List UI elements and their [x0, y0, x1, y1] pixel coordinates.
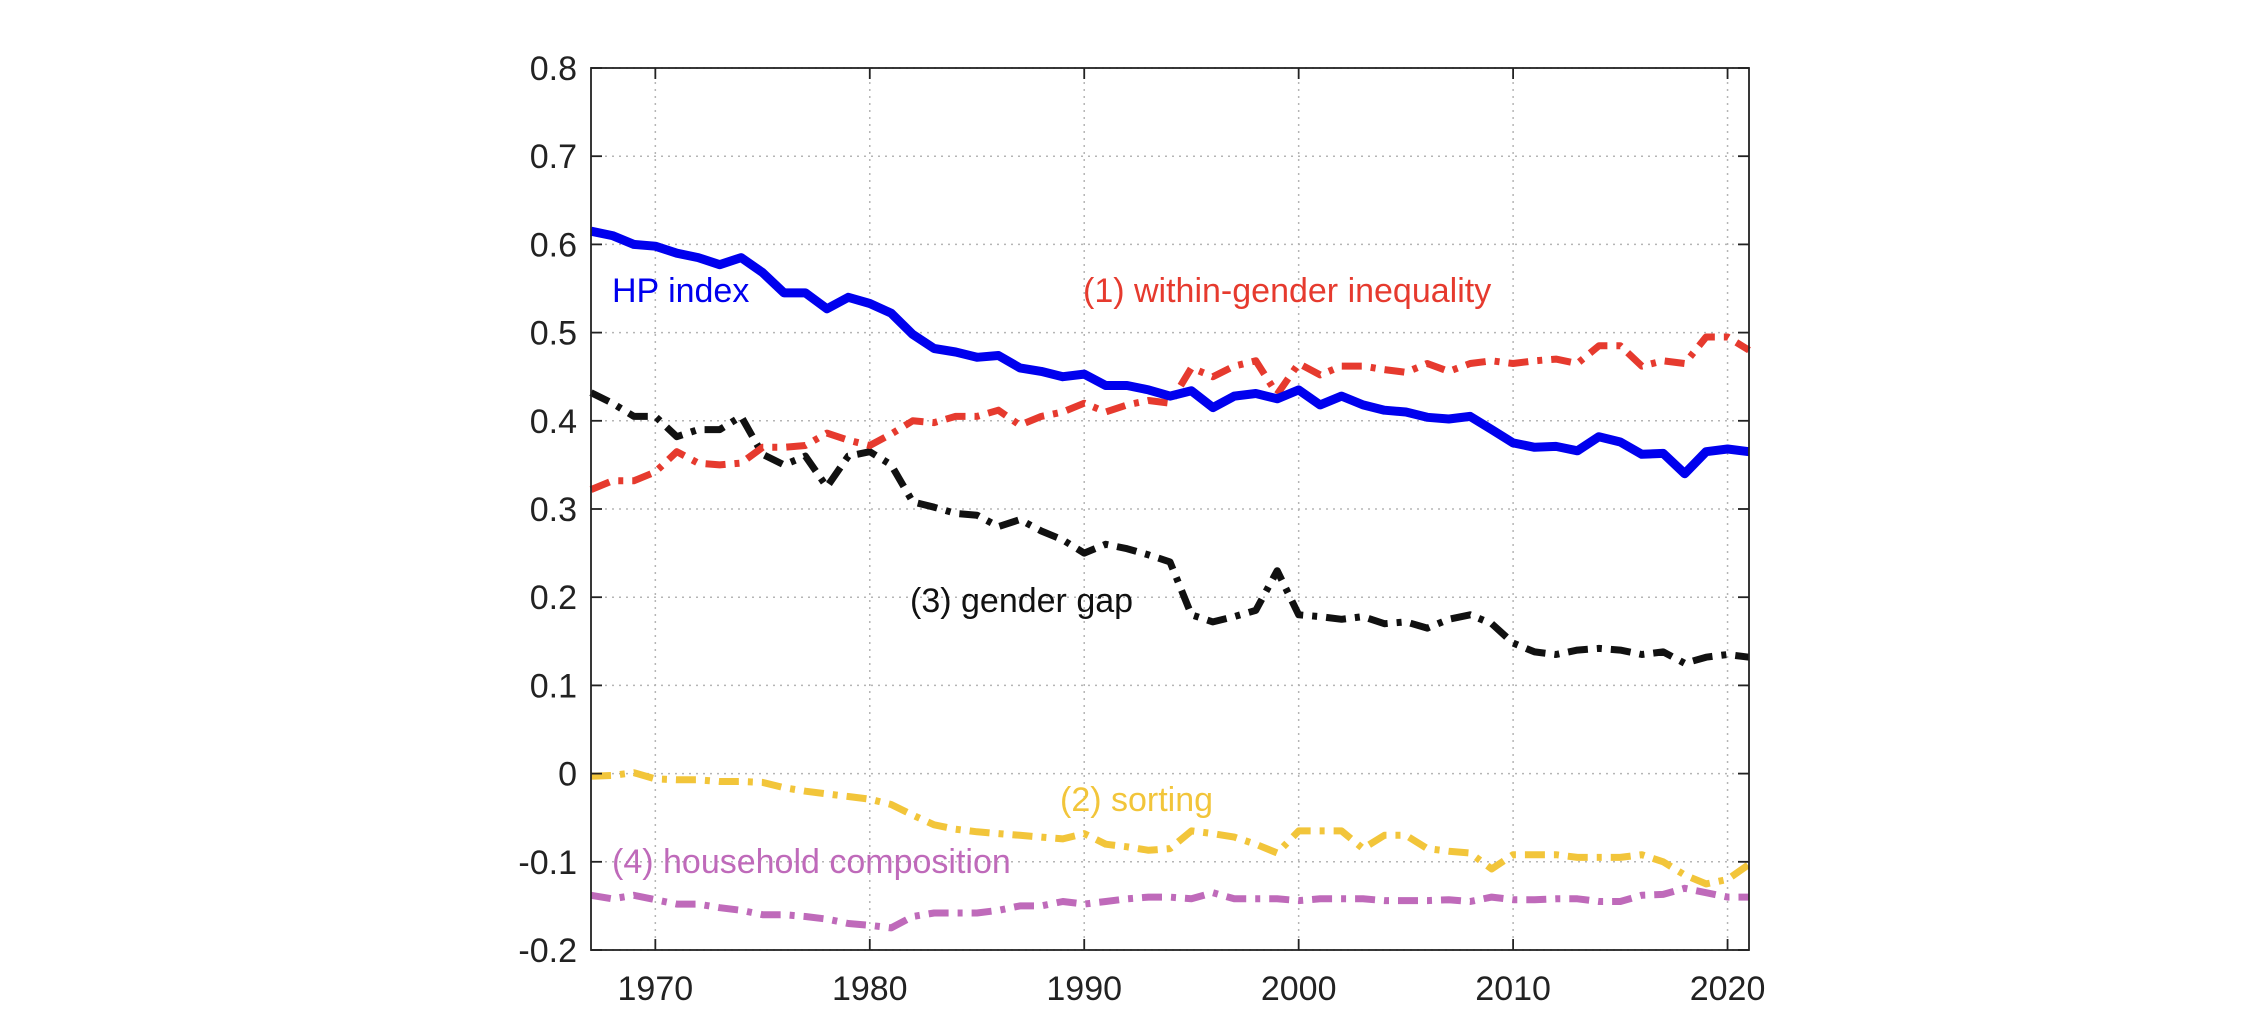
x-tick-label: 1970	[618, 970, 694, 1008]
series-line-hp-index	[590, 226, 1750, 479]
y-tick-label: 0.8	[530, 50, 577, 88]
y-tick-label: 0.3	[530, 491, 577, 529]
y-tick-label: 0.6	[530, 226, 577, 264]
y-tick-label: 0.4	[530, 403, 577, 441]
y-tick-label: 0.7	[530, 138, 577, 176]
y-tick-label: 0.5	[530, 315, 577, 353]
series-label-gender-gap: (3) gender gap	[910, 582, 1133, 620]
series-line-2-sorting	[590, 769, 1752, 888]
series-labels: HP index (1) within-gender inequality (2…	[612, 272, 1491, 881]
x-tick-label: 2020	[1690, 970, 1766, 1008]
gridlines	[591, 67, 1749, 951]
y-tick-label: -0.2	[518, 932, 577, 970]
x-tick-label: 2000	[1261, 970, 1337, 1008]
y-tick-label: 0.1	[530, 667, 577, 705]
y-tick-label: -0.1	[518, 844, 577, 882]
series-label-hp-index: HP index	[612, 272, 749, 310]
series-line-3-gender-gap	[589, 389, 1750, 667]
x-tick-label: 2010	[1475, 970, 1551, 1008]
series-label-within-gender-inequality: (1) within-gender inequality	[1083, 272, 1491, 310]
tick-labels: 1970 1980 1990 2000 2010 2020 -0.2 -0.1 0 0.1 0.2 0…	[518, 50, 1765, 1008]
x-tick-label: 1980	[832, 970, 908, 1008]
series-line-1-within-gender-inequality	[589, 333, 1751, 493]
y-tick-label: 0	[558, 756, 577, 794]
series-line-4-household-composition	[590, 884, 1749, 932]
x-tick-label: 1990	[1046, 970, 1122, 1008]
axis-ticks	[591, 67, 1749, 951]
series-label-sorting: (2) sorting	[1060, 781, 1213, 819]
series-lines	[589, 226, 1752, 932]
series-label-household-composition: (4) household composition	[612, 843, 1011, 881]
y-tick-label: 0.2	[530, 579, 577, 617]
